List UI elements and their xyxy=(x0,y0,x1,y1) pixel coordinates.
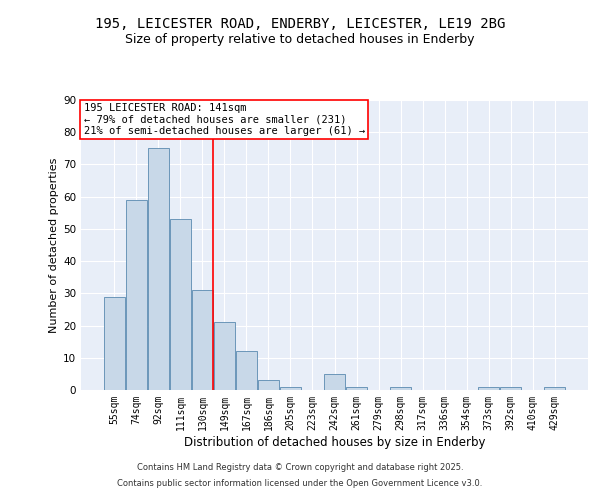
Bar xyxy=(346,387,367,390)
Bar xyxy=(148,148,169,390)
Bar xyxy=(390,387,411,390)
Text: 195, LEICESTER ROAD, ENDERBY, LEICESTER, LE19 2BG: 195, LEICESTER ROAD, ENDERBY, LEICESTER,… xyxy=(95,18,505,32)
Text: Size of property relative to detached houses in Enderby: Size of property relative to detached ho… xyxy=(125,32,475,46)
Bar xyxy=(214,322,235,390)
Bar xyxy=(478,387,499,390)
Bar xyxy=(170,219,191,390)
Bar xyxy=(258,380,279,390)
Text: Contains HM Land Registry data © Crown copyright and database right 2025.: Contains HM Land Registry data © Crown c… xyxy=(137,464,463,472)
Text: 195 LEICESTER ROAD: 141sqm
← 79% of detached houses are smaller (231)
21% of sem: 195 LEICESTER ROAD: 141sqm ← 79% of deta… xyxy=(83,103,365,136)
X-axis label: Distribution of detached houses by size in Enderby: Distribution of detached houses by size … xyxy=(184,436,485,448)
Bar xyxy=(324,374,345,390)
Bar xyxy=(192,290,213,390)
Bar xyxy=(104,296,125,390)
Bar xyxy=(236,352,257,390)
Text: Contains public sector information licensed under the Open Government Licence v3: Contains public sector information licen… xyxy=(118,478,482,488)
Bar xyxy=(126,200,147,390)
Bar xyxy=(544,387,565,390)
Bar xyxy=(280,387,301,390)
Y-axis label: Number of detached properties: Number of detached properties xyxy=(49,158,59,332)
Bar xyxy=(500,387,521,390)
